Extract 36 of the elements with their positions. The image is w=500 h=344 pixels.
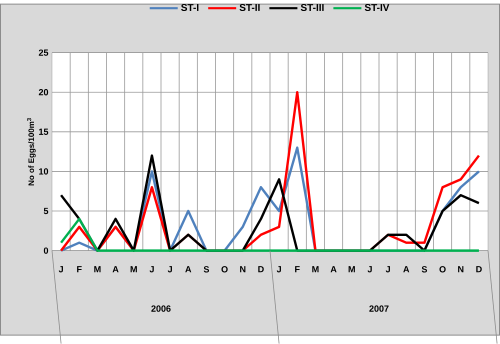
x-tick-label: J bbox=[368, 266, 372, 272]
x-tick-label: J bbox=[58, 266, 63, 272]
x-tick-label: N bbox=[240, 266, 246, 272]
y-tick-label: 5 bbox=[44, 208, 48, 214]
text: 2007 bbox=[369, 305, 389, 312]
x-tick-label: O bbox=[221, 266, 228, 272]
x-tick-label: M bbox=[130, 266, 137, 272]
y-tick-label: 25 bbox=[38, 49, 48, 56]
x-tick-label: N bbox=[458, 266, 464, 272]
x-tick-label: J bbox=[276, 266, 281, 272]
legend-label: ST-II bbox=[240, 4, 260, 12]
x-tick-label: O bbox=[439, 266, 446, 272]
x-tick-label: A bbox=[330, 266, 337, 272]
y-tick-label: 20 bbox=[38, 89, 48, 96]
x-tick-label: F bbox=[295, 266, 300, 272]
x-tick-label: J bbox=[168, 266, 172, 272]
x-tick-label: D bbox=[258, 266, 264, 272]
x-tick-label: A bbox=[185, 266, 192, 272]
x-tick-label: S bbox=[422, 266, 428, 272]
x-tick-label: J bbox=[150, 266, 154, 272]
x-tick-label: F bbox=[77, 266, 82, 272]
x-tick-label: M bbox=[94, 266, 101, 272]
legend-label: ST-III bbox=[300, 4, 324, 12]
x-tick-label: A bbox=[112, 266, 119, 272]
x-tick-label: S bbox=[204, 266, 210, 272]
legend-label: ST-I bbox=[181, 4, 198, 12]
x-tick-label: M bbox=[348, 266, 355, 272]
y-tick-label: 15 bbox=[39, 128, 48, 135]
text: 2006 bbox=[151, 305, 171, 312]
y-tick-label: 0 bbox=[44, 247, 48, 254]
y-tick-label: 10 bbox=[39, 168, 48, 175]
x-tick-label: D bbox=[476, 266, 482, 272]
x-tick-label: A bbox=[403, 266, 410, 272]
x-tick-label: M bbox=[312, 266, 319, 272]
legend-label: ST-IV bbox=[364, 4, 390, 12]
x-tick-label: J bbox=[386, 266, 390, 272]
